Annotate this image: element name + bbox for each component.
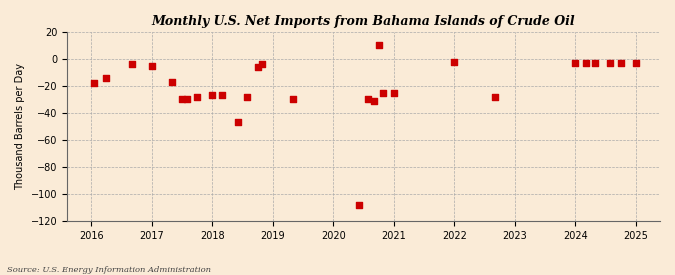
Point [242, 95, 252, 99]
Point [615, 61, 626, 65]
Point [590, 61, 601, 65]
Point [192, 95, 202, 99]
Point [252, 65, 263, 69]
Point [101, 76, 111, 80]
Point [146, 64, 157, 68]
Point [388, 90, 399, 95]
Point [217, 93, 228, 98]
Point [88, 81, 99, 86]
Point [126, 62, 137, 67]
Point [570, 61, 580, 65]
Point [605, 61, 616, 65]
Text: Source: U.S. Energy Information Administration: Source: U.S. Energy Information Administ… [7, 266, 211, 274]
Point [630, 61, 641, 65]
Point [353, 203, 364, 207]
Point [232, 120, 243, 125]
Point [166, 80, 177, 84]
Point [580, 61, 591, 65]
Point [489, 95, 500, 99]
Point [373, 43, 384, 48]
Point [449, 59, 460, 64]
Point [378, 90, 389, 95]
Point [288, 97, 298, 102]
Point [257, 62, 268, 67]
Point [176, 97, 187, 102]
Point [182, 97, 192, 102]
Title: Monthly U.S. Net Imports from Bahama Islands of Crude Oil: Monthly U.S. Net Imports from Bahama Isl… [152, 15, 575, 28]
Point [369, 99, 379, 103]
Y-axis label: Thousand Barrels per Day: Thousand Barrels per Day [15, 63, 25, 190]
Point [363, 97, 374, 102]
Point [207, 93, 217, 98]
